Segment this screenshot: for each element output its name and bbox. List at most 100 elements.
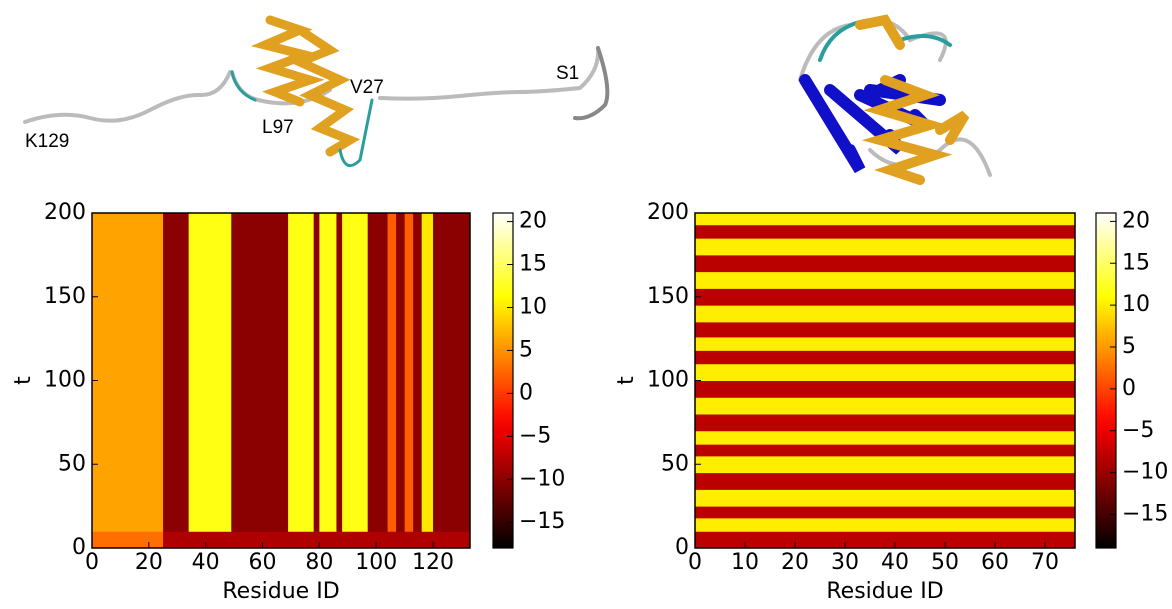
heatmap-cell [313,213,320,532]
heatmap-cell [336,213,343,532]
x-axis-label: Residue ID [826,579,943,604]
y-tick-label: 100 [647,368,689,393]
heatmap-cell [404,213,414,532]
heatmap-cell [695,213,1076,226]
x-tick-label: 40 [881,550,909,575]
heatmap-cell [163,531,190,549]
heatmap-cell [695,224,1076,239]
colorbar [492,212,514,549]
x-tick-label: 120 [412,550,454,575]
heatmap-cell [413,213,423,532]
y-tick-label: 0 [675,535,689,560]
heatmap-cell [413,531,423,549]
heatmap-cell [433,213,471,532]
protein-right [798,14,992,185]
y-tick-label: 100 [44,368,86,393]
heatmap-cell [433,531,471,549]
heatmap-cell [695,271,1076,289]
x-tick-label: 20 [135,550,163,575]
colorbar-tick-label: 5 [519,337,533,362]
annotation: S1 [556,63,579,84]
colorbar-tick-label: 10 [519,294,547,319]
y-tick-label: 150 [44,284,86,309]
heatmap-cell [695,254,1076,273]
heatmap-cell [695,506,1076,519]
heatmap-cell [695,430,1076,445]
heatmap-cell [695,517,1076,532]
heatmap-cell [421,213,434,532]
colorbar-tick-label: −10 [1122,460,1168,485]
heatmap-cell [695,414,1076,432]
heatmap-cell [342,213,369,532]
y-tick-label: 200 [44,200,86,225]
x-tick-label: 0 [688,550,702,575]
heatmap-cell [92,531,164,549]
colorbar-tick-label: −5 [1122,418,1154,443]
heatmap-cell [367,213,389,532]
colorbar-tick-label: −15 [1122,502,1168,527]
y-tick-label: 150 [647,284,689,309]
x-tick-label: 30 [831,550,859,575]
heatmap-cell [695,363,1076,381]
protein-left [23,15,610,168]
heatmap-cell [404,531,414,549]
x-tick-label: 20 [781,550,809,575]
colorbar-tick-label: −10 [519,466,565,491]
heatmap-cell [421,531,434,549]
heatmap-cell [396,531,406,549]
colorbar-tick-label: 15 [1122,250,1150,275]
x-tick-label: 70 [1031,550,1059,575]
y-tick-label: 200 [647,200,689,225]
heatmap-cell [336,531,343,549]
heatmap-cell [695,288,1076,306]
colorbar-tick-label: −15 [519,509,565,534]
heatmap-cell [695,455,1076,474]
heatmap-cell [188,531,232,549]
heatmap-cell [231,531,289,549]
x-tick-label: 100 [355,550,397,575]
heatmap-cell [288,213,315,532]
x-tick-label: 0 [85,550,99,575]
heatmap-cell [695,444,1076,457]
annotation: L97 [262,117,294,138]
annotation: K129 [25,131,69,152]
annotation: V27 [350,77,384,98]
heatmap-cell [695,305,1076,323]
x-tick-label: 10 [731,550,759,575]
heatmap-cell [695,336,1076,351]
heatmap-cell [367,531,389,549]
y-tick-label: 50 [661,451,689,476]
x-tick-label: 40 [192,550,220,575]
colorbar-tick-label: 5 [1122,334,1136,359]
heatmap-cell [387,531,397,549]
colorbar-tick-label: −5 [519,423,551,448]
heatmap-cell [695,531,1076,549]
heatmap-cell [695,380,1076,398]
y-tick-label: 50 [58,451,86,476]
y-axis-label: t [11,376,36,385]
x-tick-label: 60 [981,550,1009,575]
heatmap-cell [695,238,1076,256]
heatmap-cell [188,213,232,532]
y-tick-label: 0 [72,535,86,560]
colorbar-tick-label: 15 [519,252,547,277]
heatmap-cell [387,213,397,532]
x-tick-label: 50 [931,550,959,575]
x-axis-label: Residue ID [222,579,339,604]
colorbar-tick-label: 0 [1122,376,1136,401]
x-tick-label: 60 [249,550,277,575]
colorbar-tick-label: 10 [1122,292,1150,317]
heatmap-cell [319,531,337,549]
heatmap-cell [342,531,369,549]
colorbar [1095,212,1117,549]
heatmap-cell [288,531,315,549]
x-tick-label: 80 [305,550,333,575]
heatmap-cell [695,350,1076,365]
heatmap-cell [313,531,320,549]
heatmap-cell [695,321,1076,338]
colorbar-tick-label: 0 [519,380,533,405]
colorbar-tick-label: 20 [519,209,547,234]
heatmap-cell [695,397,1076,415]
heatmap-cell [695,489,1076,507]
